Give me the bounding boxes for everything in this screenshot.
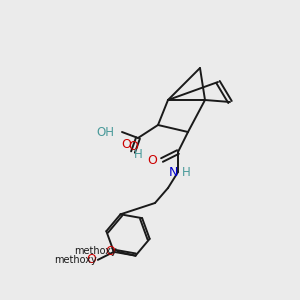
Text: methoxy: methoxy [55, 255, 97, 265]
Text: H: H [182, 166, 190, 178]
Text: O: O [128, 140, 138, 154]
Text: N: N [168, 166, 178, 178]
Text: methoxy: methoxy [74, 246, 117, 256]
Text: OH: OH [96, 125, 114, 139]
Text: O: O [106, 245, 116, 258]
Text: O: O [147, 154, 157, 166]
Text: H: H [134, 148, 142, 161]
Text: O: O [86, 254, 96, 266]
Text: O: O [121, 139, 131, 152]
